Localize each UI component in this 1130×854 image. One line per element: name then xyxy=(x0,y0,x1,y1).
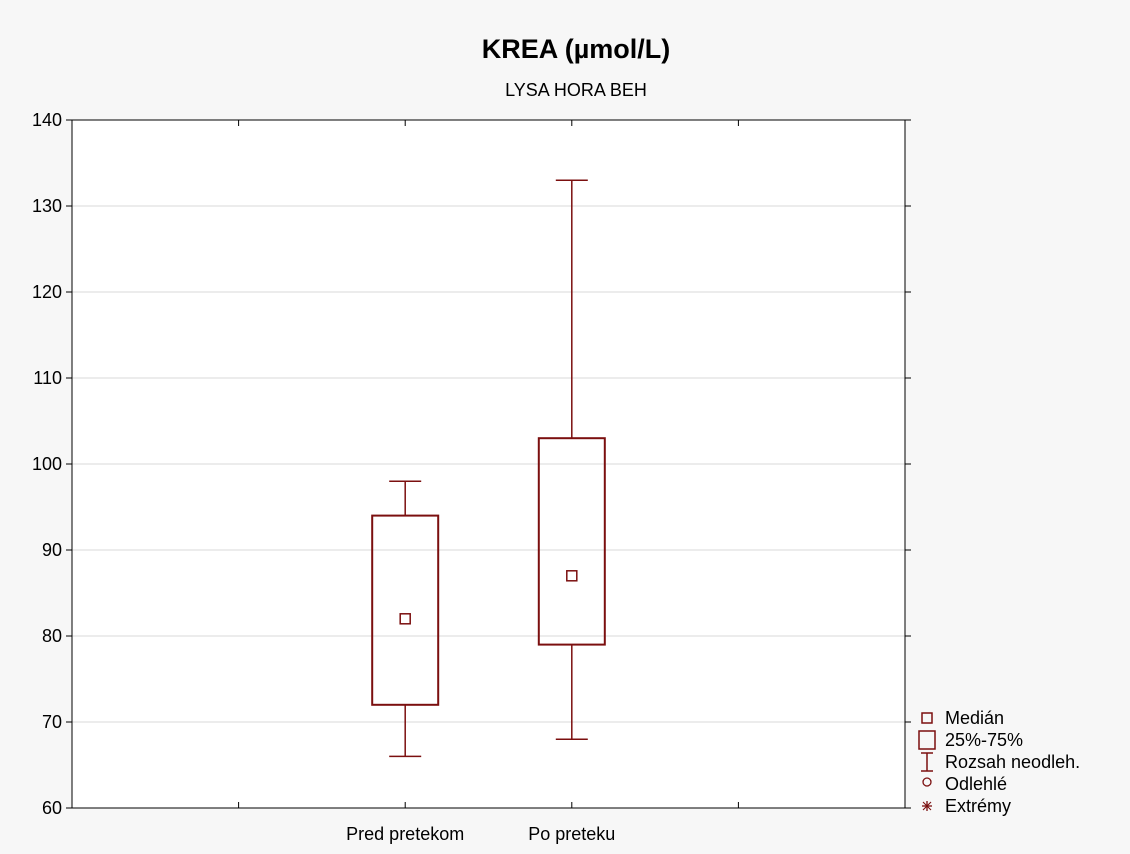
chart-title: KREA (µmol/L) xyxy=(482,34,671,64)
x-axis: Pred pretekom Po preteku xyxy=(238,120,739,844)
box-iqr xyxy=(371,514,440,706)
legend-item: Odlehlé xyxy=(922,774,1007,794)
median-marker xyxy=(399,613,411,625)
y-tick-label: 130 xyxy=(32,196,62,216)
y-tick-label: 140 xyxy=(32,110,62,130)
legend-box-icon xyxy=(918,730,936,750)
x-tick-label: Po preteku xyxy=(528,824,615,844)
legend-label: Medián xyxy=(945,708,1004,728)
legend-item: Rozsah neodleh. xyxy=(921,752,1080,772)
y-tick-label: 70 xyxy=(42,712,62,732)
legend-outlier-icon xyxy=(922,777,932,787)
y-tick-label: 80 xyxy=(42,626,62,646)
legend-label: Odlehlé xyxy=(945,774,1007,794)
y-tick-label: 120 xyxy=(32,282,62,302)
legend-label: Rozsah neodleh. xyxy=(945,752,1080,772)
legend-median-icon xyxy=(921,712,933,724)
box-2 xyxy=(537,179,606,740)
legend-item: Medián xyxy=(921,708,1004,728)
y-axis: 60 70 80 90 100 110 120 130 140 xyxy=(32,110,911,818)
median-marker xyxy=(566,570,578,582)
legend-label: 25%-75% xyxy=(945,730,1023,750)
y-tick-label: 90 xyxy=(42,540,62,560)
legend-label: Extrémy xyxy=(945,796,1011,816)
y-tick-label: 60 xyxy=(42,798,62,818)
legend-extreme-icon-d2 xyxy=(922,801,932,811)
x-tick-label: Pred pretekom xyxy=(346,824,464,844)
grid-lines xyxy=(72,205,905,723)
y-tick-label: 110 xyxy=(33,368,62,388)
legend-item: 25%-75% xyxy=(918,730,1023,750)
legend-item: Extrémy xyxy=(922,796,1011,816)
boxes xyxy=(371,179,606,758)
box-1 xyxy=(371,480,440,758)
chart-subtitle: LYSA HORA BEH xyxy=(505,80,647,100)
box-iqr xyxy=(537,437,606,646)
y-tick-label: 100 xyxy=(32,454,62,474)
